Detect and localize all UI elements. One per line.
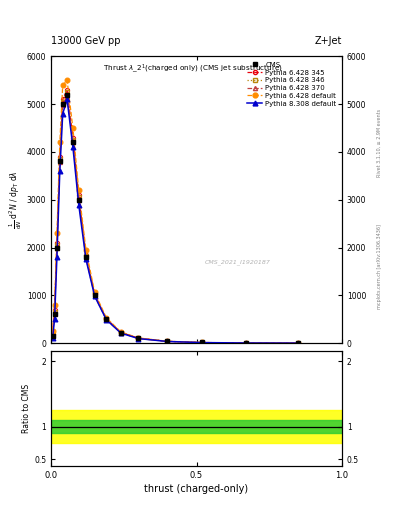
Y-axis label: Ratio to CMS: Ratio to CMS (22, 384, 31, 433)
Bar (51, 420, 342, 433)
Text: Rivet 3.1.10, ≥ 2.9M events: Rivet 3.1.10, ≥ 2.9M events (377, 109, 382, 178)
Legend: CMS, Pythia 6.428 345, Pythia 6.428 346, Pythia 6.428 370, Pythia 6.428 default,: CMS, Pythia 6.428 345, Pythia 6.428 346,… (245, 60, 338, 109)
Text: Thrust $\lambda\_2^1$(charged only) (CMS jet substructure): Thrust $\lambda\_2^1$(charged only) (CMS… (103, 62, 283, 75)
Bar (51, 410, 342, 443)
Y-axis label: $\frac{1}{\mathregular{d}N}$ $\mathregular{d}^2N$ / $\mathregular{d}p_\mathregul: $\frac{1}{\mathregular{d}N}$ $\mathregul… (8, 170, 24, 229)
Text: 13000 GeV pp: 13000 GeV pp (51, 35, 121, 46)
Text: mcplots.cern.ch [arXiv:1306.3436]: mcplots.cern.ch [arXiv:1306.3436] (377, 224, 382, 309)
Text: CMS_2021_I1920187: CMS_2021_I1920187 (205, 259, 271, 265)
Text: Z+Jet: Z+Jet (314, 35, 342, 46)
X-axis label: thrust (charged-only): thrust (charged-only) (145, 484, 248, 494)
